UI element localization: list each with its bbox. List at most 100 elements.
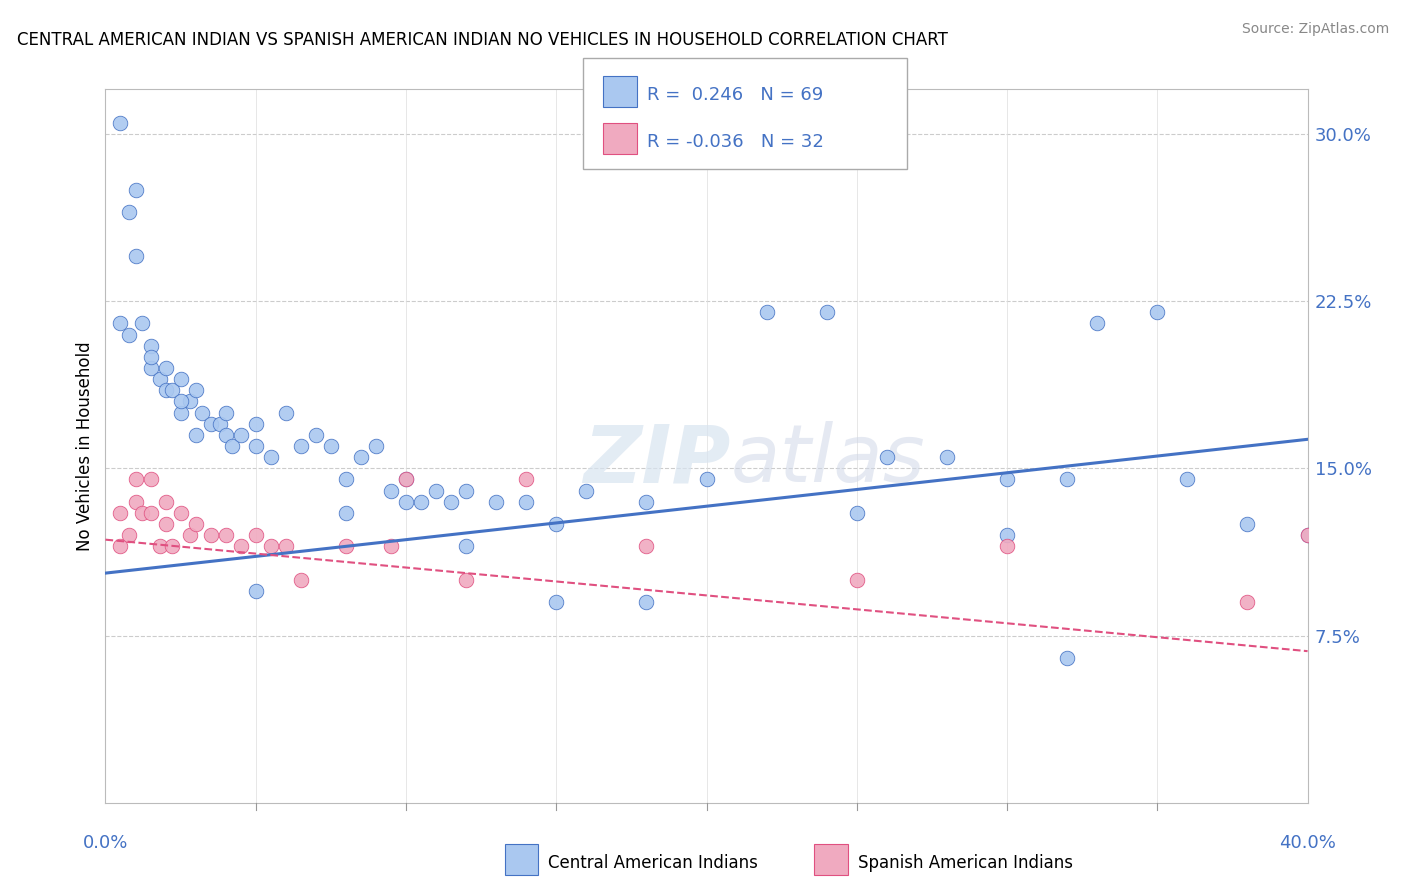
Point bbox=[454, 539, 477, 553]
Point bbox=[139, 350, 162, 364]
Text: CENTRAL AMERICAN INDIAN VS SPANISH AMERICAN INDIAN NO VEHICLES IN HOUSEHOLD CORR: CENTRAL AMERICAN INDIAN VS SPANISH AMERI… bbox=[17, 31, 948, 49]
Point bbox=[160, 384, 183, 398]
Point bbox=[876, 450, 898, 465]
Point bbox=[245, 583, 267, 598]
Point bbox=[1236, 517, 1258, 532]
Point bbox=[184, 517, 207, 532]
Y-axis label: No Vehicles in Household: No Vehicles in Household bbox=[76, 341, 94, 551]
Point bbox=[214, 528, 236, 542]
Text: atlas: atlas bbox=[731, 421, 925, 500]
Point bbox=[179, 394, 201, 409]
Point bbox=[124, 473, 146, 487]
Point bbox=[221, 439, 243, 453]
Point bbox=[245, 417, 267, 431]
Point bbox=[155, 384, 177, 398]
Point bbox=[575, 483, 598, 498]
Point bbox=[110, 317, 132, 331]
Text: R = -0.036   N = 32: R = -0.036 N = 32 bbox=[647, 134, 824, 152]
Text: 40.0%: 40.0% bbox=[1279, 834, 1336, 852]
Point bbox=[995, 473, 1018, 487]
Point bbox=[118, 327, 141, 342]
Point bbox=[1296, 528, 1319, 542]
Point bbox=[1296, 528, 1319, 542]
Point bbox=[110, 506, 132, 520]
Point bbox=[139, 338, 162, 352]
Point bbox=[139, 506, 162, 520]
Point bbox=[335, 506, 357, 520]
Point bbox=[636, 595, 658, 609]
Point bbox=[1056, 473, 1078, 487]
Point bbox=[936, 450, 959, 465]
Point bbox=[1085, 317, 1108, 331]
Point bbox=[260, 539, 283, 553]
Point bbox=[1175, 473, 1198, 487]
Point bbox=[260, 450, 283, 465]
Point bbox=[485, 494, 508, 508]
Point bbox=[169, 394, 191, 409]
Point bbox=[995, 528, 1018, 542]
Point bbox=[169, 372, 191, 386]
Point bbox=[245, 528, 267, 542]
Point bbox=[245, 439, 267, 453]
Point bbox=[184, 427, 207, 442]
Point bbox=[148, 539, 170, 553]
Point bbox=[409, 494, 432, 508]
Point bbox=[169, 506, 191, 520]
Point bbox=[148, 372, 170, 386]
Point bbox=[139, 473, 162, 487]
Point bbox=[515, 473, 537, 487]
Point bbox=[395, 494, 418, 508]
Point bbox=[124, 494, 146, 508]
Point bbox=[364, 439, 387, 453]
Point bbox=[155, 360, 177, 375]
Point bbox=[380, 539, 402, 553]
Point bbox=[110, 115, 132, 129]
Text: R =  0.246   N = 69: R = 0.246 N = 69 bbox=[647, 87, 823, 104]
Point bbox=[169, 405, 191, 420]
Point bbox=[395, 473, 418, 487]
Point bbox=[636, 494, 658, 508]
Point bbox=[118, 528, 141, 542]
Point bbox=[274, 539, 297, 553]
Point bbox=[214, 427, 236, 442]
Point bbox=[696, 473, 718, 487]
Point bbox=[335, 539, 357, 553]
Point bbox=[395, 473, 418, 487]
Point bbox=[179, 528, 201, 542]
Point bbox=[845, 506, 868, 520]
Text: Source: ZipAtlas.com: Source: ZipAtlas.com bbox=[1241, 22, 1389, 37]
Point bbox=[1056, 651, 1078, 665]
Text: 0.0%: 0.0% bbox=[83, 834, 128, 852]
Point bbox=[124, 249, 146, 264]
Text: Central American Indians: Central American Indians bbox=[548, 855, 758, 872]
Point bbox=[124, 182, 146, 196]
Point bbox=[139, 360, 162, 375]
Point bbox=[380, 483, 402, 498]
Point bbox=[995, 539, 1018, 553]
Point bbox=[815, 305, 838, 319]
Point bbox=[155, 494, 177, 508]
Point bbox=[200, 528, 222, 542]
Point bbox=[440, 494, 463, 508]
Point bbox=[184, 384, 207, 398]
Point bbox=[546, 517, 568, 532]
Point bbox=[131, 317, 153, 331]
Point bbox=[515, 494, 537, 508]
Point bbox=[546, 595, 568, 609]
Point bbox=[190, 405, 212, 420]
Point bbox=[305, 427, 328, 442]
Point bbox=[1236, 595, 1258, 609]
Point bbox=[425, 483, 447, 498]
Point bbox=[319, 439, 342, 453]
Point bbox=[636, 539, 658, 553]
Point bbox=[208, 417, 231, 431]
Point bbox=[454, 573, 477, 587]
Point bbox=[335, 473, 357, 487]
Point bbox=[290, 439, 312, 453]
Point bbox=[155, 517, 177, 532]
Point bbox=[290, 573, 312, 587]
Point bbox=[200, 417, 222, 431]
Point bbox=[160, 539, 183, 553]
Point bbox=[755, 305, 778, 319]
Point bbox=[214, 405, 236, 420]
